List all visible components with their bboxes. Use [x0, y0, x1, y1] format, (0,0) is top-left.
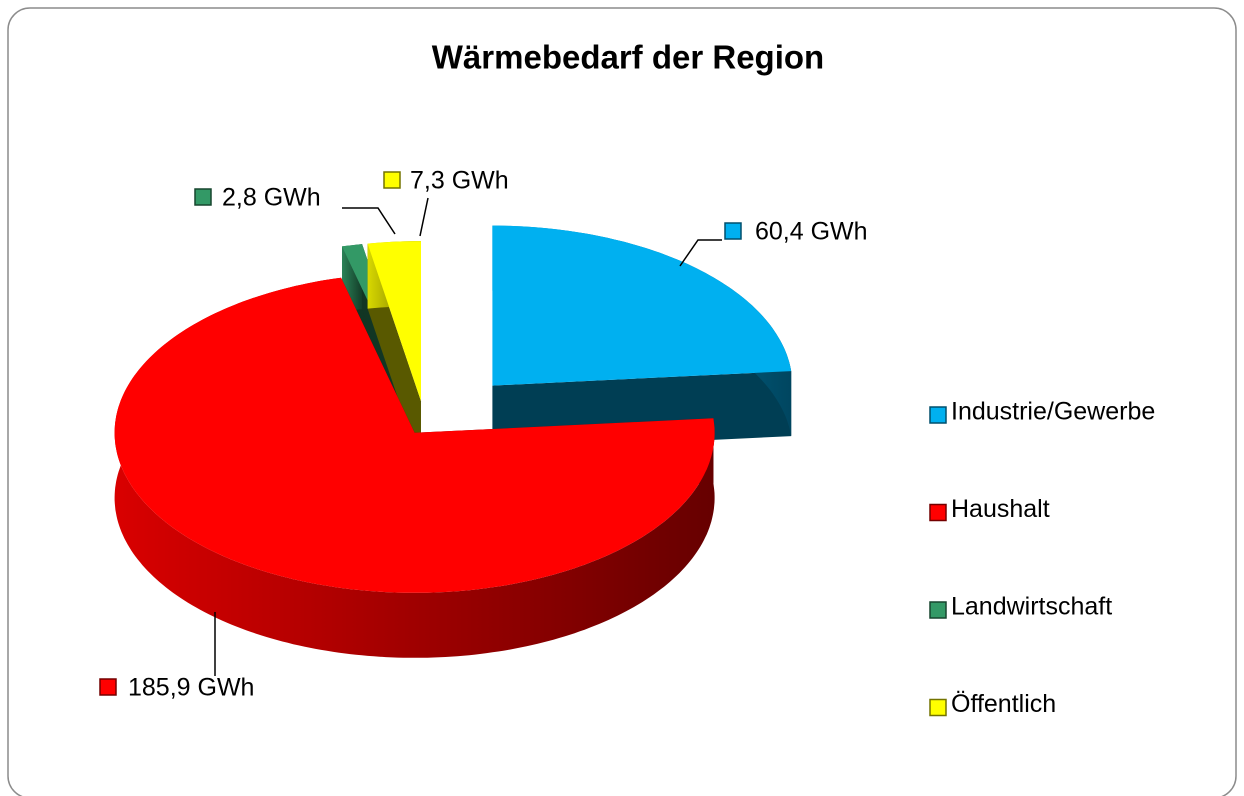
legend-label: Öffentlich: [951, 690, 1056, 718]
leader-line: [342, 207, 396, 235]
chart-title: Wärmebedarf der Region: [432, 39, 824, 76]
leader-line: [679, 239, 722, 267]
data-label: 185,9 GWh: [128, 674, 254, 702]
legend-marker: [194, 188, 212, 206]
pie-slice: [367, 241, 421, 467]
leader-line: [419, 197, 429, 237]
data-label: 2,8 GWh: [222, 184, 321, 212]
slice-top: [492, 225, 792, 386]
legend-marker: [724, 222, 742, 240]
legend-marker: [929, 503, 947, 522]
legend-marker: [929, 406, 947, 424]
pie-slice: [114, 277, 715, 658]
data-label: 60,4 GWh: [755, 218, 868, 246]
legend-marker: [929, 601, 947, 619]
legend-marker: [383, 171, 401, 189]
data-label: 7,3 GWh: [410, 167, 509, 195]
legend-label: Landwirtschaft: [951, 593, 1112, 621]
legend-label: Haushalt: [951, 495, 1050, 523]
legend-label: Industrie/Gewerbe: [951, 398, 1155, 426]
slice-top: [114, 277, 715, 593]
legend-marker: [99, 678, 117, 696]
legend-marker: [929, 698, 947, 717]
slice-top: [367, 241, 421, 402]
